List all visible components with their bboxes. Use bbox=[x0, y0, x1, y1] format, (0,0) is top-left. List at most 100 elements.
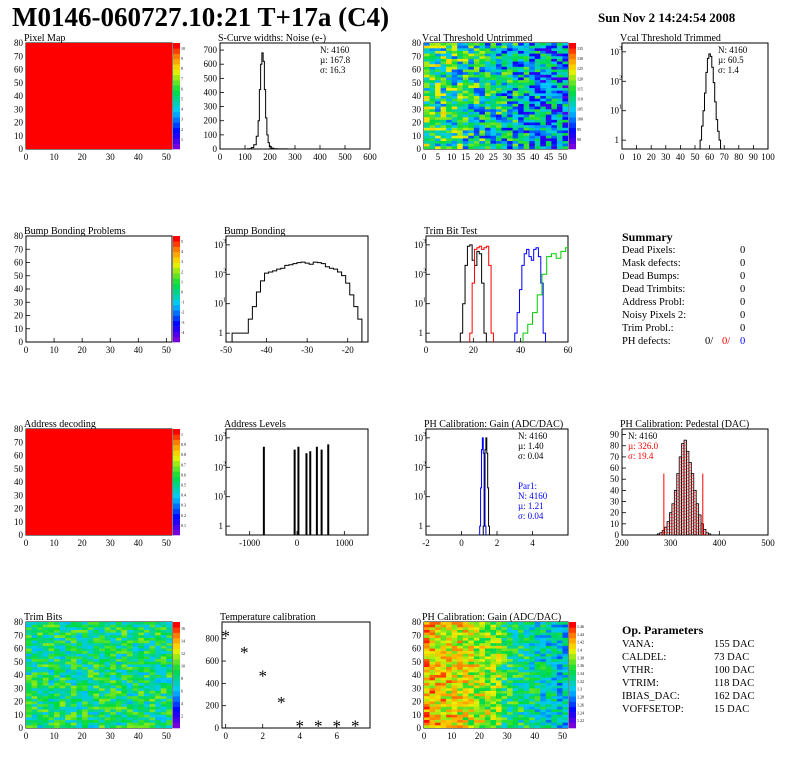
heatmap-cell bbox=[534, 682, 541, 686]
plot-frame bbox=[25, 235, 173, 343]
heatmap-cell bbox=[104, 648, 111, 652]
heatmap-cell bbox=[76, 690, 83, 694]
heatmap-cell bbox=[99, 648, 105, 652]
heatmap-cell bbox=[501, 645, 508, 649]
heatmap-cell bbox=[435, 96, 441, 99]
heatmap-cell bbox=[429, 77, 436, 81]
heatmap-cell bbox=[70, 698, 77, 702]
heatmap-cell bbox=[435, 106, 441, 110]
heatmap-cell bbox=[160, 661, 167, 665]
heatmap-cell bbox=[429, 690, 436, 694]
heatmap-cell bbox=[507, 667, 513, 670]
heatmap-cell bbox=[429, 98, 436, 102]
heatmap-cell bbox=[440, 135, 447, 139]
heatmap-cell bbox=[143, 651, 150, 655]
heatmap-cell bbox=[429, 111, 436, 115]
heatmap-cell bbox=[127, 664, 133, 668]
heatmap-cell bbox=[429, 69, 436, 73]
heatmap-cell bbox=[87, 669, 94, 673]
heatmap-cell bbox=[82, 717, 89, 721]
heatmap-cell bbox=[496, 69, 502, 73]
heatmap-cell bbox=[501, 685, 508, 689]
heatmap-cell bbox=[166, 717, 172, 721]
heatmap-cell bbox=[545, 627, 552, 631]
palette-tick-label: 0 bbox=[181, 290, 183, 295]
heatmap-cell bbox=[424, 690, 430, 694]
heatmap-cell bbox=[451, 675, 458, 678]
heatmap-cell bbox=[556, 50, 563, 54]
heatmap-cell bbox=[473, 114, 480, 118]
palette-cell bbox=[173, 685, 180, 692]
heatmap-cell bbox=[435, 709, 441, 713]
heatmap-cell bbox=[556, 127, 563, 131]
heatmap-cell bbox=[462, 88, 469, 91]
heatmap-cell bbox=[484, 714, 491, 718]
heatmap-cell bbox=[457, 103, 464, 107]
heatmap-cell bbox=[529, 53, 536, 57]
heatmap-cell bbox=[507, 675, 513, 678]
heatmap-cell bbox=[59, 624, 66, 628]
heatmap-cell bbox=[54, 632, 60, 636]
heatmap-cell bbox=[551, 45, 558, 49]
heatmap-cell bbox=[523, 85, 530, 89]
x-tick-label: 4 bbox=[530, 538, 535, 548]
plot-area bbox=[656, 439, 712, 535]
heatmap-cell bbox=[166, 675, 172, 678]
heatmap-cell bbox=[451, 127, 458, 131]
y-tick-label: 20 bbox=[412, 697, 422, 707]
heatmap-cell bbox=[496, 50, 502, 54]
y-tick-label: 50 bbox=[412, 657, 422, 667]
heatmap-cell bbox=[65, 653, 72, 657]
heatmap-cell bbox=[76, 651, 83, 655]
heatmap-cell bbox=[424, 717, 430, 721]
heatmap-cell bbox=[545, 103, 552, 107]
heatmap-cell bbox=[143, 632, 150, 636]
heatmap-cell bbox=[473, 80, 480, 84]
heatmap-cell bbox=[160, 725, 167, 728]
heatmap-cell bbox=[138, 722, 145, 726]
heatmap-cell bbox=[155, 664, 162, 668]
heatmap-cell bbox=[468, 696, 475, 700]
heatmap-cell bbox=[529, 667, 536, 670]
palette-tick-label: 1 bbox=[181, 432, 183, 437]
heatmap-cell bbox=[518, 69, 524, 73]
heatmap-cell bbox=[138, 675, 145, 678]
heatmap-cell bbox=[457, 648, 464, 652]
palette-tick-label: 12 bbox=[181, 651, 185, 656]
heatmap-cell bbox=[440, 632, 447, 636]
palette-cell bbox=[569, 85, 576, 91]
heatmap-cell bbox=[490, 85, 497, 89]
heatmap-cell bbox=[70, 696, 77, 700]
heatmap-cell bbox=[451, 637, 458, 641]
stats-line: σ: 0.04 bbox=[518, 451, 544, 461]
heatmap-cell bbox=[59, 717, 66, 721]
heatmap-cell bbox=[82, 645, 89, 649]
heatmap-cell bbox=[529, 690, 536, 694]
heatmap-cell bbox=[545, 643, 552, 647]
heatmap-cell bbox=[540, 74, 547, 78]
heatmap-cell bbox=[534, 103, 541, 107]
heatmap-cell bbox=[501, 141, 508, 144]
heatmap-cell bbox=[512, 101, 519, 105]
heatmap-cell bbox=[87, 720, 94, 723]
heatmap-cell bbox=[534, 127, 541, 131]
palette-tick-label: 1.36 bbox=[577, 663, 584, 668]
heatmap-cell bbox=[473, 722, 480, 726]
x-tick-label: 45 bbox=[544, 152, 554, 162]
heatmap-cell bbox=[457, 717, 464, 721]
heatmap-cell bbox=[149, 661, 156, 665]
heatmap-cell bbox=[462, 141, 469, 144]
heatmap-cell bbox=[457, 645, 464, 649]
heatmap-cell bbox=[556, 629, 563, 633]
heatmap-cell bbox=[110, 706, 117, 710]
heatmap-cell bbox=[76, 659, 83, 663]
heatmap-cell bbox=[529, 117, 536, 121]
heatmap-cell bbox=[490, 45, 497, 49]
heatmap-cell bbox=[132, 632, 139, 636]
heatmap-cell bbox=[451, 69, 458, 73]
heatmap-cell bbox=[429, 709, 436, 713]
heatmap-cell bbox=[496, 637, 502, 641]
heatmap-cell bbox=[484, 653, 491, 657]
heatmap-cell bbox=[48, 714, 55, 718]
heatmap-cell bbox=[556, 88, 563, 91]
